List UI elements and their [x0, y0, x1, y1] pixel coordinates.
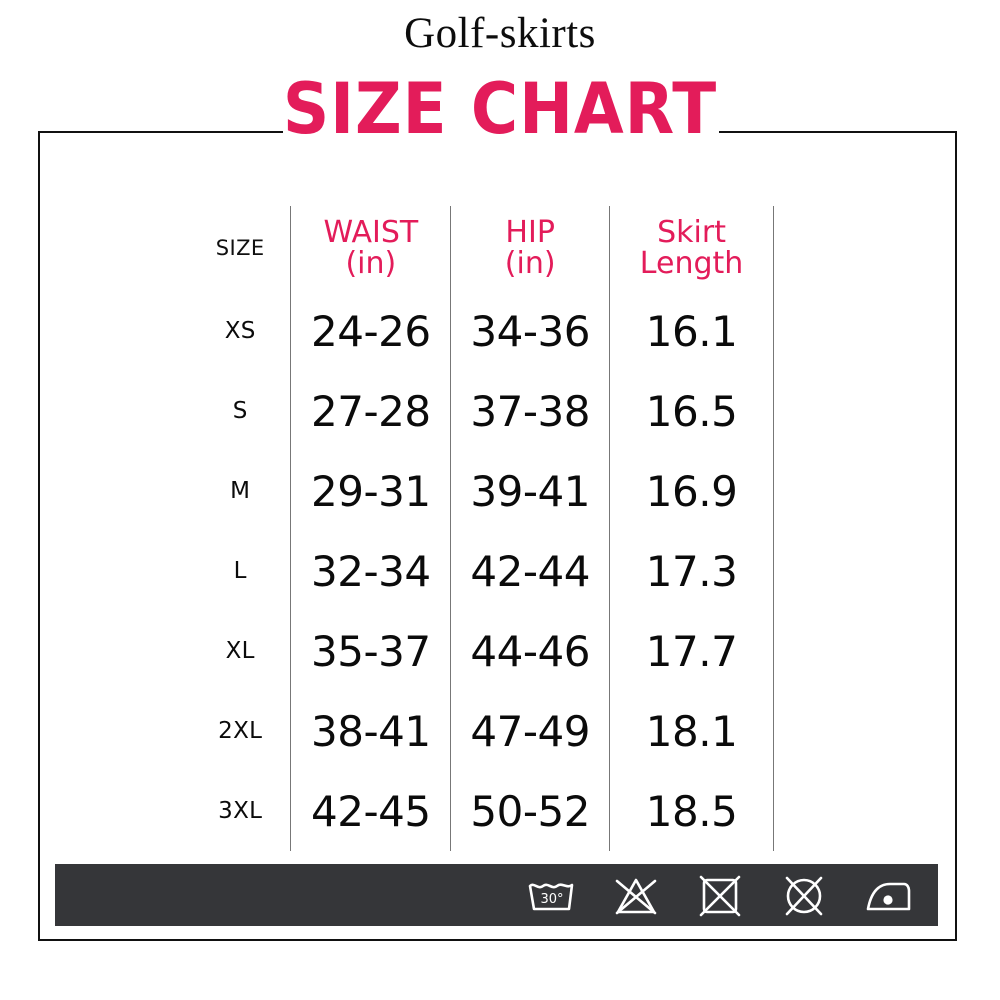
- cell-skirt-length: 16.5: [609, 371, 774, 451]
- column-header-waist-label: WAIST: [323, 214, 419, 250]
- page-title: SIZE CHART: [282, 68, 718, 150]
- table-row: 2XL 38-41 47-49 18.1: [190, 691, 774, 771]
- table-row: S 27-28 37-38 16.5: [190, 371, 774, 451]
- cell-size: XL: [225, 638, 255, 664]
- column-header-hip-label: HIP: [505, 214, 555, 250]
- table-row: XS 24-26 34-36 16.1: [190, 291, 774, 371]
- table-header-row: SIZE WAIST (in) HIP (in) Skirt Length: [190, 206, 774, 291]
- cell-hip: 50-52: [450, 771, 610, 851]
- cell-waist: 38-41: [290, 691, 451, 771]
- care-icon-group: 30°: [524, 872, 916, 918]
- wash-30-degrees-icon: 30°: [524, 872, 580, 918]
- cell-waist: 29-31: [290, 451, 451, 531]
- table-body: XS 24-26 34-36 16.1 S 27-28 37-38 16.5 M…: [190, 291, 774, 851]
- cell-size: XS: [224, 318, 256, 344]
- cell-waist: 27-28: [290, 371, 451, 451]
- column-header-hip: HIP (in): [450, 206, 610, 291]
- cell-hip: 47-49: [450, 691, 610, 771]
- do-not-bleach-icon: [608, 872, 664, 918]
- cell-size: S: [232, 398, 248, 424]
- cell-skirt-length: 18.5: [609, 771, 774, 851]
- column-header-length-label: Length: [639, 245, 744, 281]
- svg-text:30°: 30°: [540, 892, 563, 907]
- cell-waist: 24-26: [290, 291, 451, 371]
- cell-hip: 39-41: [450, 451, 610, 531]
- column-header-waist: WAIST (in): [290, 206, 451, 291]
- column-header-skirt-label: Skirt: [657, 214, 726, 250]
- column-header-waist-unit: (in): [345, 245, 397, 281]
- cell-hip: 42-44: [450, 531, 610, 611]
- do-not-dry-clean-icon: [776, 872, 832, 918]
- size-chart-table: SIZE WAIST (in) HIP (in) Skirt Length XS: [190, 206, 774, 851]
- column-header-hip-unit: (in): [504, 245, 556, 281]
- cell-skirt-length: 17.3: [609, 531, 774, 611]
- table-header: SIZE WAIST (in) HIP (in) Skirt Length: [190, 206, 774, 291]
- cell-hip: 44-46: [450, 611, 610, 691]
- cell-hip: 37-38: [450, 371, 610, 451]
- table-row: XL 35-37 44-46 17.7: [190, 611, 774, 691]
- cell-size: M: [230, 478, 251, 504]
- title-backdrop: [283, 120, 719, 144]
- table-row: 3XL 42-45 50-52 18.5: [190, 771, 774, 851]
- table-row: L 32-34 42-44 17.3: [190, 531, 774, 611]
- cell-size: 3XL: [218, 798, 263, 824]
- cell-skirt-length: 16.1: [609, 291, 774, 371]
- column-header-skirt-length: Skirt Length: [609, 206, 774, 291]
- column-header-size-label: SIZE: [215, 235, 265, 260]
- care-instructions-bar: 30°: [55, 864, 938, 926]
- column-header-size: SIZE: [190, 206, 291, 291]
- cell-size: 2XL: [218, 718, 263, 744]
- cell-waist: 42-45: [290, 771, 451, 851]
- cell-skirt-length: 16.9: [609, 451, 774, 531]
- cell-skirt-length: 17.7: [609, 611, 774, 691]
- brand-title: Golf-skirts: [404, 10, 596, 57]
- cell-hip: 34-36: [450, 291, 610, 371]
- table-row: M 29-31 39-41 16.9: [190, 451, 774, 531]
- cell-skirt-length: 18.1: [609, 691, 774, 771]
- cell-size: L: [233, 558, 247, 584]
- iron-low-heat-icon: [860, 872, 916, 918]
- cell-waist: 32-34: [290, 531, 451, 611]
- cell-waist: 35-37: [290, 611, 451, 691]
- do-not-tumble-dry-icon: [692, 872, 748, 918]
